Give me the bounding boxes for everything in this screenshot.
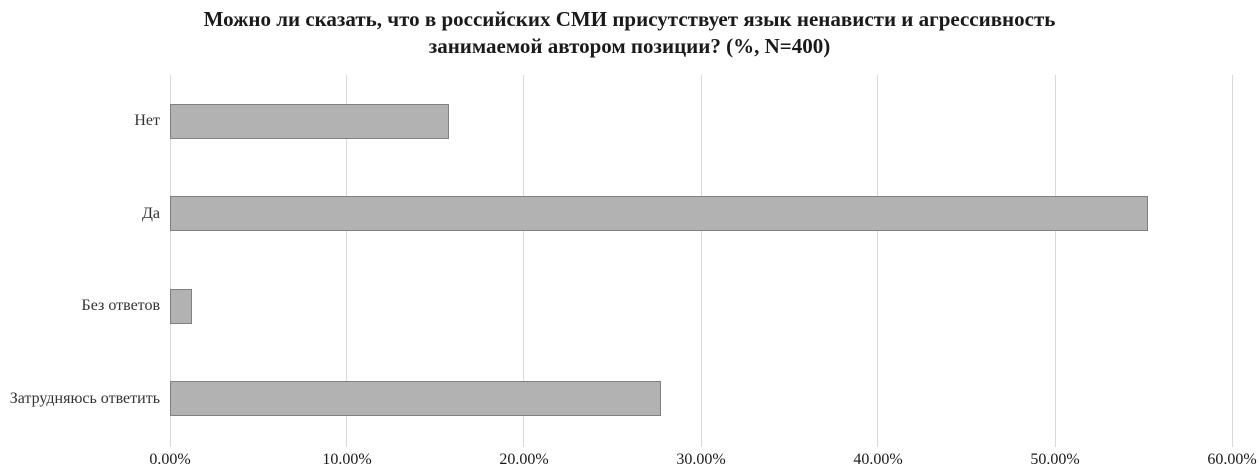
- x-axis-label-0: 0.00%: [149, 451, 191, 468]
- gridline-10: [346, 75, 348, 447]
- y-axis-label-1: Да: [141, 204, 160, 222]
- x-axis-labels: 0.00% 10.00% 20.00% 30.00% 40.00% 50.00% 60.00…: [149, 451, 1256, 471]
- bar-1: [170, 196, 1148, 232]
- chart-title-line2: занимаемой автором позиции? (%, N=400): [428, 34, 831, 58]
- x-axis-label-4: 40.00%: [853, 451, 903, 468]
- y-axis-label-0: Нет: [134, 112, 160, 130]
- y-axis-label-2: Без ответов: [81, 297, 160, 315]
- chart-title-line1: Можно ли сказать, что в российских СМИ п…: [203, 7, 1056, 31]
- bar-row: [170, 353, 1232, 446]
- y-axis-label-3: Затрудняюсь ответить: [9, 389, 160, 407]
- gridline-50: [1054, 75, 1056, 447]
- plot-area: [170, 75, 1232, 445]
- x-axis-label-1: 10.00%: [322, 451, 372, 468]
- gridline-40: [877, 75, 879, 447]
- bar-row: [170, 168, 1232, 261]
- x-axis-label-3: 30.00%: [676, 451, 726, 468]
- chart-title: Можно ли сказать, что в российских СМИ п…: [0, 6, 1259, 60]
- gridline-30: [700, 75, 702, 447]
- bar-row: [170, 260, 1232, 353]
- bar-2: [170, 288, 193, 324]
- gridline-layer: [169, 75, 1233, 447]
- y-axis-labels: Нет Да Без ответов Затрудняюсь ответить: [0, 75, 160, 445]
- gridline-20: [523, 75, 525, 447]
- bar-0: [170, 103, 449, 139]
- gridline-60: [1231, 75, 1233, 447]
- x-axis-label-2: 20.00%: [499, 451, 549, 468]
- bar-3: [170, 381, 662, 417]
- gridline-0: [169, 75, 171, 447]
- x-axis-label-5: 50.00%: [1030, 451, 1080, 468]
- x-axis-label-6: 60.00%: [1207, 451, 1257, 468]
- bar-row: [170, 75, 1232, 168]
